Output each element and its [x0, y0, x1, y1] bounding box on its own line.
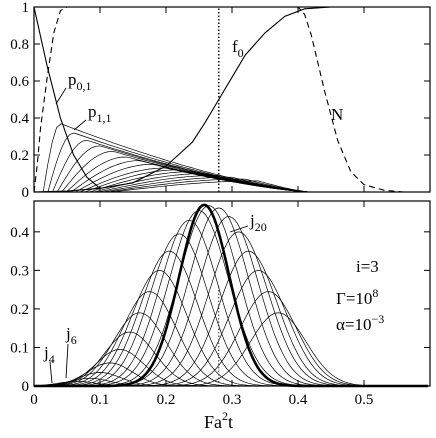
curve-j9 — [33, 331, 428, 387]
x-tick-label-2: 0.2 — [157, 392, 176, 408]
family-curve-15 — [112, 180, 312, 193]
y-tick-label-5: 1 — [22, 0, 30, 16]
y-tick-label-0: 0 — [22, 185, 30, 201]
y-tick-label-1: 0.2 — [10, 148, 29, 164]
series-decay — [33, 6, 101, 189]
x-tick-label-4: 0.4 — [289, 392, 308, 408]
top-panel: 0 0.2 0.4 0.6 0.8 1 f0 N p0,1 p1,1 — [10, 0, 431, 201]
series-n — [33, 6, 430, 193]
x-tick-label-5: 0.5 — [355, 392, 374, 408]
bottom-y-tick-labels: 0 0.1 0.2 0.3 0.4 — [10, 225, 29, 395]
y-tick-label-4: 0.8 — [10, 37, 29, 53]
y-tick-label-3: 0.6 — [10, 74, 29, 90]
label-alpha: α=10−3 — [336, 312, 384, 334]
label-j4: j4 — [43, 343, 55, 366]
top-ticks — [33, 6, 430, 193]
series-f0 — [33, 6, 430, 193]
family-curve-1 — [47, 132, 312, 193]
x-axis-title: Fa2t — [204, 409, 233, 432]
y-tick-label-2: 0.2 — [10, 302, 29, 318]
top-y-tick-labels: 0 0.2 0.4 0.6 0.8 1 — [10, 0, 29, 201]
bottom-panel: 0 0.1 0.2 0.3 0.4 0 0.1 0.2 0.3 0.4 0.5 j20 j6 j4… — [10, 200, 431, 432]
pointer-p11 — [73, 119, 87, 131]
x-tick-label-0: 0 — [30, 392, 38, 408]
y-tick-label-4: 0.4 — [10, 225, 29, 241]
label-j20: j20 — [249, 211, 267, 234]
label-f0: f0 — [232, 37, 244, 60]
curve-j20 — [34, 231, 428, 387]
bottom-x-tick-labels: 0 0.1 0.2 0.3 0.4 0.5 — [30, 392, 373, 408]
label-i: i=3 — [356, 257, 379, 276]
label-j6: j6 — [65, 324, 77, 347]
family-curve-12 — [98, 175, 312, 193]
x-tick-label-3: 0.3 — [223, 392, 242, 408]
label-gamma: Γ=108 — [336, 286, 378, 308]
x-tick-label-1: 0.1 — [91, 392, 110, 408]
label-p01: p0,1 — [68, 70, 92, 93]
y-tick-label-3: 0.3 — [10, 263, 29, 279]
label-N: N — [331, 105, 343, 124]
y-tick-label-0: 0 — [22, 379, 30, 395]
family-curve-13 — [103, 176, 312, 193]
bottom-ticks — [33, 201, 430, 387]
label-p11: p1,1 — [88, 102, 112, 125]
pointer-j4 — [49, 361, 53, 384]
pointer-p01 — [55, 87, 67, 105]
family-curve-0 — [42, 123, 312, 193]
pointer-j6 — [65, 343, 69, 379]
y-tick-label-1: 0.1 — [10, 340, 29, 356]
top-plot-frame — [33, 6, 431, 193]
family-curve-14 — [107, 178, 312, 193]
y-tick-label-2: 0.4 — [10, 111, 29, 127]
pointer-j20 — [229, 225, 249, 233]
top-curves — [33, 6, 430, 193]
